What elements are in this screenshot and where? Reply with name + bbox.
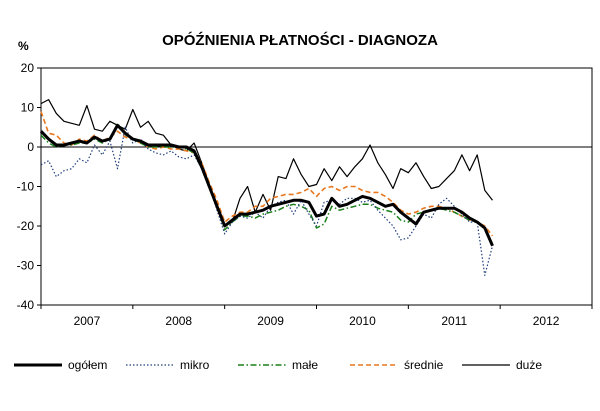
x-tick-label: 2012 bbox=[533, 314, 560, 328]
x-tick-label: 2011 bbox=[441, 314, 467, 328]
y-tick-label: -10 bbox=[17, 180, 35, 194]
plot-frame bbox=[40, 67, 593, 306]
x-tick-label: 2010 bbox=[349, 314, 376, 328]
y-tick-label: 20 bbox=[21, 61, 35, 75]
y-tick-label: -30 bbox=[17, 259, 35, 273]
legend: ogółem mikro małe średnie duże bbox=[14, 358, 542, 372]
y-axis-unit: % bbox=[18, 39, 29, 53]
legend-label: mikro bbox=[180, 358, 210, 372]
chart-title: OPÓŹNIENIA PŁATNOŚCI - DIAGNOZA bbox=[162, 31, 438, 49]
y-tick-label: 0 bbox=[27, 140, 34, 154]
x-tick-label: 2007 bbox=[74, 314, 101, 328]
series-line-3 bbox=[40, 122, 494, 245]
y-tick-label: -20 bbox=[17, 219, 35, 233]
x-tick-label: 2008 bbox=[165, 314, 192, 328]
y-tick-label: -40 bbox=[17, 298, 35, 312]
legend-label: duże bbox=[516, 358, 542, 372]
legend-label: małe bbox=[292, 358, 318, 372]
y-tick-label: 10 bbox=[21, 101, 35, 115]
series-line-1 bbox=[39, 123, 494, 247]
x-tick-label: 2009 bbox=[257, 314, 284, 328]
series-line-4 bbox=[40, 111, 494, 237]
legend-label: średnie bbox=[404, 358, 444, 372]
legend-label: ogółem bbox=[68, 358, 107, 372]
